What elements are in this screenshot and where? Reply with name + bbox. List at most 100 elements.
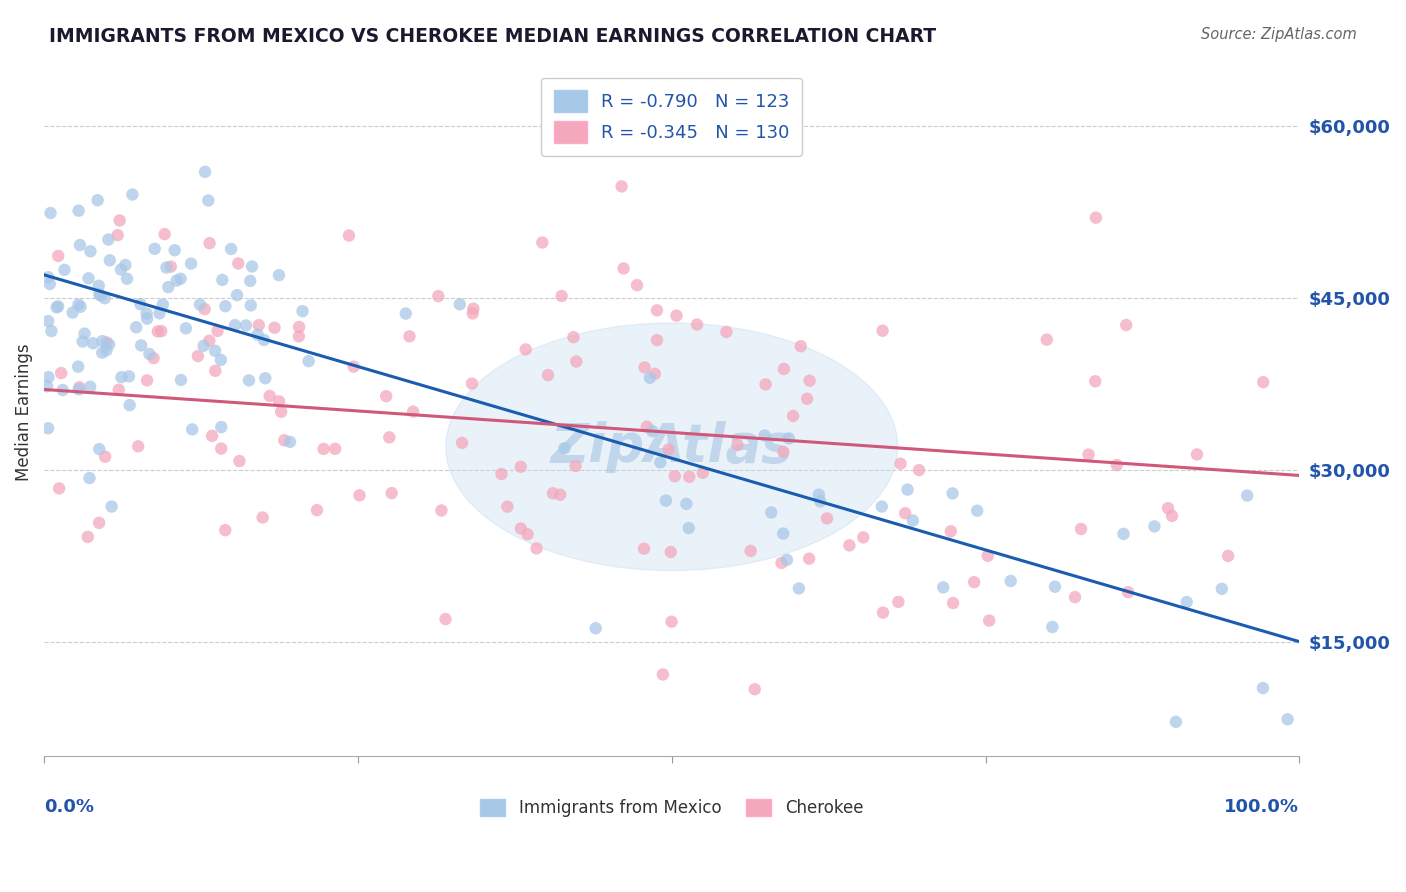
Point <box>939 524 962 539</box>
Point <box>889 457 911 471</box>
Point <box>658 442 681 457</box>
Point <box>636 419 658 434</box>
Point <box>273 434 295 448</box>
Point <box>180 257 202 271</box>
Point <box>69 300 91 314</box>
Point <box>77 271 100 285</box>
Point <box>496 500 519 514</box>
Point <box>870 500 893 514</box>
Point <box>770 556 793 570</box>
Point <box>159 260 181 274</box>
Point <box>1077 448 1099 462</box>
Point <box>516 527 538 541</box>
Point <box>107 383 129 397</box>
Point <box>896 483 918 497</box>
Point <box>73 326 96 341</box>
Point <box>548 488 571 502</box>
Point <box>1112 526 1135 541</box>
Point <box>610 179 633 194</box>
Point <box>107 228 129 243</box>
Point <box>797 551 820 566</box>
Point <box>96 335 118 350</box>
Point <box>1064 590 1087 604</box>
Point <box>349 488 371 502</box>
Point <box>129 338 152 352</box>
Point <box>402 404 425 418</box>
Point <box>799 374 821 388</box>
Point <box>716 325 738 339</box>
Point <box>193 339 215 353</box>
Point <box>776 553 799 567</box>
Point <box>72 334 94 349</box>
Point <box>1161 508 1184 523</box>
Point <box>872 606 894 620</box>
Point <box>585 621 607 635</box>
Point <box>228 454 250 468</box>
Point <box>89 442 111 456</box>
Point <box>48 481 70 495</box>
Point <box>143 242 166 256</box>
Point <box>675 497 697 511</box>
Point <box>41 324 63 338</box>
Point <box>267 268 290 282</box>
Point <box>375 389 398 403</box>
Point <box>942 486 965 500</box>
Point <box>1084 374 1107 388</box>
Point <box>157 280 180 294</box>
Point <box>772 444 794 458</box>
Point <box>198 334 221 348</box>
Point <box>1277 712 1299 726</box>
Point <box>129 297 152 311</box>
Point <box>94 450 117 464</box>
Point <box>398 329 420 343</box>
Point <box>815 511 838 525</box>
Point <box>901 514 924 528</box>
Point <box>155 260 177 275</box>
Point <box>1143 519 1166 533</box>
Point <box>932 580 955 594</box>
Point <box>796 392 818 406</box>
Point <box>166 274 188 288</box>
Point <box>461 376 484 391</box>
Point <box>53 262 76 277</box>
Point <box>79 380 101 394</box>
Point <box>754 428 776 442</box>
Point <box>1000 574 1022 588</box>
Point <box>894 506 917 520</box>
Point <box>79 244 101 259</box>
Point <box>755 377 778 392</box>
Point <box>678 470 700 484</box>
Point <box>655 493 678 508</box>
Point <box>665 309 688 323</box>
Point <box>305 503 328 517</box>
Point <box>515 343 537 357</box>
Point <box>181 422 204 436</box>
Point <box>138 347 160 361</box>
Point <box>226 288 249 302</box>
Point <box>323 442 346 456</box>
Point <box>198 236 221 251</box>
Point <box>1175 595 1198 609</box>
Point <box>727 438 749 452</box>
Point <box>678 521 700 535</box>
Point <box>807 488 830 502</box>
Point <box>778 432 800 446</box>
Point <box>51 366 73 380</box>
Point <box>174 321 197 335</box>
Legend: Immigrants from Mexico, Cherokee: Immigrants from Mexico, Cherokee <box>474 792 870 823</box>
Point <box>787 582 810 596</box>
Point <box>461 306 484 320</box>
Point <box>152 297 174 311</box>
Point <box>650 455 672 469</box>
Point <box>966 504 988 518</box>
Point <box>246 327 269 342</box>
Point <box>136 311 159 326</box>
Point <box>312 442 335 456</box>
Point <box>121 187 143 202</box>
Point <box>782 409 804 423</box>
Circle shape <box>446 323 897 571</box>
Point <box>641 424 664 438</box>
Point <box>1084 211 1107 225</box>
Point <box>790 339 813 353</box>
Point <box>1164 714 1187 729</box>
